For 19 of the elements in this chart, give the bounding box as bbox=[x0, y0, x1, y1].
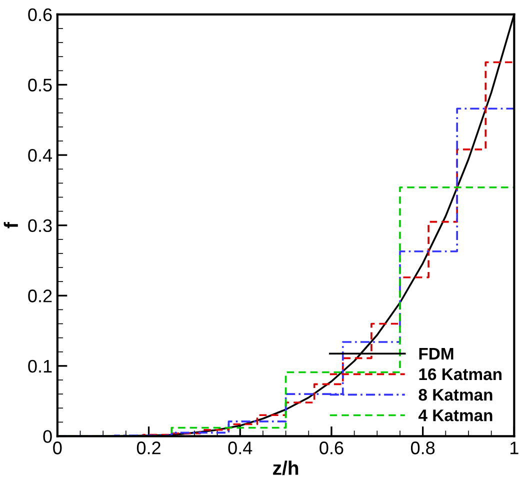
legend-label: 16 Katman bbox=[419, 368, 502, 380]
x-tick-label: 1 bbox=[510, 442, 518, 454]
y-tick-label: 0 bbox=[43, 430, 52, 443]
x-axis-title: z/h bbox=[273, 460, 298, 476]
legend-label: 8 Katman bbox=[418, 388, 492, 401]
x-tick-label: 0.8 bbox=[410, 442, 435, 454]
y-tick-label: 0.6 bbox=[28, 8, 52, 22]
x-tick-label: 0 bbox=[53, 442, 62, 454]
y-tick-label: 0.1 bbox=[28, 360, 52, 373]
y-axis-title: f bbox=[4, 222, 18, 228]
x-tick-label: 0.6 bbox=[320, 442, 344, 454]
y-tick-label: 0.3 bbox=[28, 219, 52, 232]
legend-label: 4 Katman bbox=[418, 410, 492, 422]
legend-label: FDM bbox=[419, 348, 454, 360]
y-tick-label: 0.5 bbox=[28, 78, 52, 92]
y-tick-label: 0.2 bbox=[28, 290, 52, 302]
y-tick-label: 0.4 bbox=[28, 148, 52, 162]
x-tick-label: 0.2 bbox=[136, 442, 160, 454]
x-tick-label: 0.4 bbox=[228, 442, 252, 454]
